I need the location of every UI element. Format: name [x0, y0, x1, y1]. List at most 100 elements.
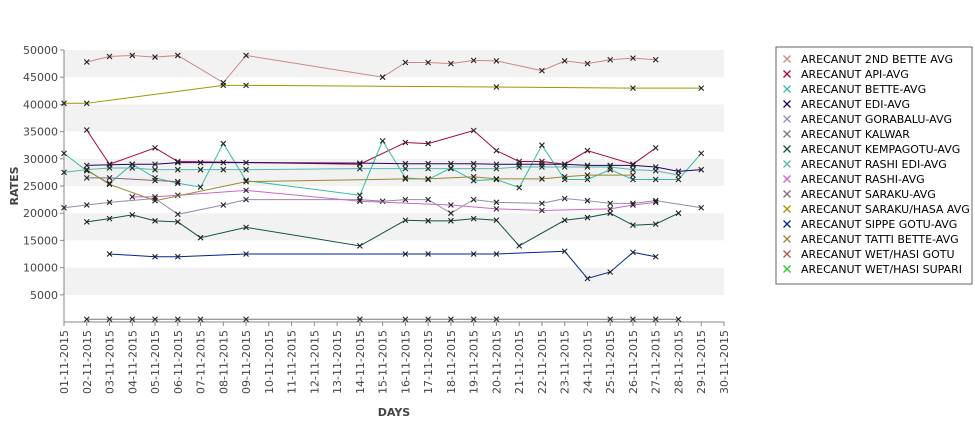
data-point [561, 248, 568, 255]
data-point [356, 192, 363, 199]
data-point [243, 178, 249, 185]
data-point [539, 67, 545, 74]
legend-marker [783, 265, 791, 273]
data-point [425, 316, 432, 323]
data-point [197, 184, 204, 190]
data-point [356, 316, 363, 323]
legend-marker [783, 190, 791, 198]
data-point [493, 84, 500, 90]
data-point [152, 54, 158, 60]
data-point [425, 217, 432, 224]
data-point [379, 137, 386, 144]
data-point [402, 59, 409, 66]
data-point [152, 217, 158, 224]
data-point [83, 219, 90, 225]
data-point [129, 211, 136, 218]
legend-item: ARECANUT RASHI-AVG [783, 173, 925, 186]
series-10 [61, 82, 705, 107]
x-tick-label: 30-11-2015 [718, 330, 731, 394]
data-point [652, 316, 659, 323]
x-tick-label: 15-11-2015 [377, 330, 390, 394]
series-3 [83, 159, 705, 175]
plot-background [64, 50, 724, 322]
data-point [448, 160, 454, 167]
grid-band [64, 186, 724, 214]
data-point [493, 165, 500, 172]
data-point [174, 316, 181, 323]
series-4 [61, 195, 705, 218]
data-point [493, 161, 500, 168]
grid-band [64, 50, 724, 78]
data-point [152, 166, 158, 173]
data-point [470, 165, 477, 172]
data-point [470, 196, 477, 203]
data-point [402, 217, 409, 224]
x-tick-label: 24-11-2015 [581, 330, 594, 394]
legend-item: ARECANUT KALWAR [783, 128, 910, 141]
data-point [561, 195, 568, 202]
x-tick-label: 26-11-2015 [627, 330, 640, 394]
data-point [106, 215, 113, 222]
data-point [61, 169, 67, 176]
data-point [197, 166, 204, 173]
data-point [652, 253, 659, 260]
data-point [356, 165, 363, 172]
legend-marker [783, 205, 791, 213]
legend-item: ARECANUT RASHI EDI-AVG [783, 158, 947, 171]
data-point [630, 222, 636, 229]
x-tick-label: 11-11-2015 [286, 330, 299, 394]
y-tick-label: 30000 [23, 153, 58, 166]
data-point [243, 52, 249, 59]
x-tick-label: 14-11-2015 [354, 330, 367, 394]
data-point [243, 187, 249, 194]
x-tick-label: 07-11-2015 [195, 330, 208, 394]
series-line [86, 169, 633, 202]
data-point [652, 199, 659, 206]
grid-band [64, 158, 724, 186]
legend-marker [783, 145, 791, 153]
data-point [584, 197, 591, 204]
data-point [425, 165, 432, 172]
legend: ARECANUT 2ND BETTE AVG ARECANUT API-AVG AR… [775, 46, 973, 285]
data-point [448, 165, 454, 172]
data-point [174, 219, 181, 225]
data-point [470, 251, 477, 257]
grid-band [64, 294, 724, 322]
y-tick-label: 45000 [23, 71, 58, 84]
data-point [220, 159, 227, 166]
data-point [607, 164, 614, 170]
grid-band [64, 131, 724, 159]
legend-label: ARECANUT WET/HASI SUPARI [801, 263, 962, 276]
x-axis: 01-11-2015 02-11-2015 03-11-2015 04-11-2015… [58, 321, 731, 394]
data-point [630, 55, 636, 62]
legend-item: ARECANUT BETTE-AVG [783, 83, 926, 96]
y-tick-label: 15000 [23, 234, 58, 247]
x-tick-label: 16-11-2015 [399, 330, 412, 394]
data-point [425, 140, 432, 147]
data-point [652, 221, 659, 227]
x-tick-label: 05-11-2015 [149, 330, 162, 394]
data-point [652, 56, 659, 63]
legend-marker [783, 100, 791, 108]
data-point [698, 150, 705, 157]
grid-band [64, 267, 724, 295]
x-tick-label: 27-11-2015 [650, 330, 663, 394]
data-point [83, 202, 90, 208]
data-point [152, 197, 158, 204]
y-tick-label: 40000 [23, 98, 58, 111]
data-point [83, 59, 90, 65]
data-point [448, 60, 454, 67]
data-point [106, 251, 113, 257]
data-point [61, 100, 67, 107]
data-point [470, 316, 477, 323]
data-point [561, 57, 568, 64]
y-tick-label: 10000 [23, 262, 58, 275]
data-point [607, 200, 614, 207]
data-point [607, 269, 614, 275]
data-point [220, 202, 227, 208]
data-point [83, 162, 90, 169]
legend-label: ARECANUT EDI-AVG [801, 98, 910, 111]
series-12 [83, 166, 636, 204]
x-tick-label: 21-11-2015 [513, 330, 526, 394]
data-point [243, 224, 249, 231]
